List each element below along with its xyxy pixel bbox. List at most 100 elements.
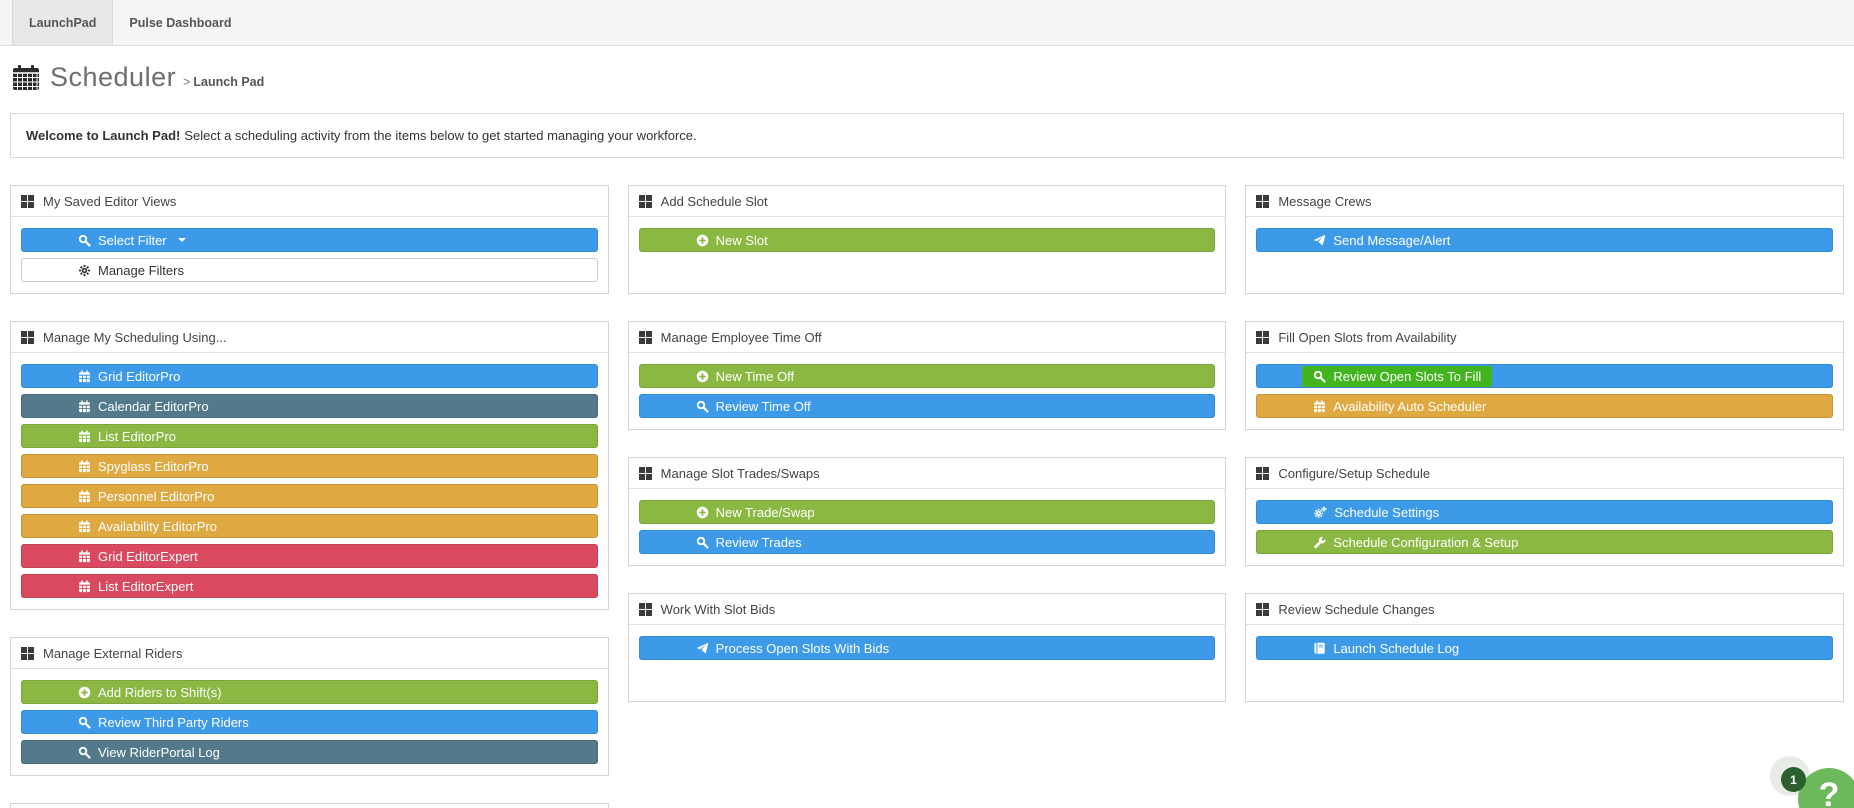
calendar-icon [78, 430, 91, 443]
button-personnel-editorpro[interactable]: Personnel EditorPro [21, 484, 598, 508]
calendar-icon [78, 520, 91, 533]
button-list-editorpro[interactable]: List EditorPro [21, 424, 598, 448]
cogs-icon [1313, 506, 1327, 519]
panel-body: Launch Schedule Log [1246, 625, 1843, 701]
button-grid-editorpro[interactable]: Grid EditorPro [21, 364, 598, 388]
panel-body: Send Message/Alert [1246, 217, 1843, 293]
panel-my-saved-editor-views: My Saved Editor Views Select Filter Manag… [10, 185, 609, 294]
panel-columns: My Saved Editor Views Select Filter Manag… [10, 185, 1844, 808]
panel-title: Manage My Scheduling Using... [43, 330, 227, 345]
panel-title: My Saved Editor Views [43, 194, 176, 209]
panel-header: Manage Slot Trades/Swaps [629, 458, 1226, 489]
button-label: Grid EditorPro [98, 369, 180, 384]
panel-message-crews: Message Crews Send Message/Alert [1245, 185, 1844, 294]
panel-title: Add Schedule Slot [661, 194, 768, 209]
panel-partial [10, 803, 609, 808]
button-label: Schedule Configuration & Setup [1333, 535, 1518, 550]
panel-header: Add Schedule Slot [629, 186, 1226, 217]
plus-circle-icon [696, 506, 709, 519]
button-select-filter[interactable]: Select Filter [21, 228, 598, 252]
button-review-trades[interactable]: Review Trades [639, 530, 1216, 554]
caret-down-icon [178, 238, 186, 242]
search-icon [78, 716, 91, 729]
panel-add-schedule-slot: Add Schedule Slot New Slot [628, 185, 1227, 294]
button-schedule-settings[interactable]: Schedule Settings [1256, 500, 1833, 524]
button-spyglass-editorpro[interactable]: Spyglass EditorPro [21, 454, 598, 478]
button-schedule-configuration-setup[interactable]: Schedule Configuration & Setup [1256, 530, 1833, 554]
plus-circle-icon [696, 234, 709, 247]
button-grid-editorexpert[interactable]: Grid EditorExpert [21, 544, 598, 568]
panel-header: Review Schedule Changes [1246, 594, 1843, 625]
plus-circle-icon [696, 370, 709, 383]
button-add-riders-to-shift-s[interactable]: Add Riders to Shift(s) [21, 680, 598, 704]
button-label: View RiderPortal Log [98, 745, 220, 760]
grid-icon [639, 195, 652, 208]
tab-launchpad[interactable]: LaunchPad [12, 0, 113, 45]
panel-work-with-slot-bids: Work With Slot Bids Process Open Slots W… [628, 593, 1227, 702]
paper-plane-icon [1313, 234, 1326, 247]
panel-body: New Trade/Swap Review Trades [629, 489, 1226, 565]
welcome-banner: Welcome to Launch Pad!Select a schedulin… [10, 113, 1844, 158]
panel-header: Configure/Setup Schedule [1246, 458, 1843, 489]
calendar-icon [78, 460, 91, 473]
panel-header: Fill Open Slots from Availability [1246, 322, 1843, 353]
panel-body: Grid EditorPro Calendar EditorPro List Edi… [11, 353, 608, 609]
button-label: Calendar EditorPro [98, 399, 209, 414]
page-title: Scheduler [50, 62, 176, 93]
panel-column: Message Crews Send Message/Alert Fill Op… [1245, 185, 1844, 729]
grid-icon [1256, 195, 1269, 208]
grid-icon [1256, 331, 1269, 344]
button-new-time-off[interactable]: New Time Off [639, 364, 1216, 388]
panel-header: Manage Employee Time Off [629, 322, 1226, 353]
panel-title: Manage Employee Time Off [661, 330, 822, 345]
panel-body: Add Riders to Shift(s) Review Third Party… [11, 669, 608, 775]
breadcrumb: >Launch Pad [183, 75, 264, 89]
panel-manage-my-scheduling-using: Manage My Scheduling Using... Grid Edito… [10, 321, 609, 610]
panel-title: Manage Slot Trades/Swaps [661, 466, 820, 481]
button-review-third-party-riders[interactable]: Review Third Party Riders [21, 710, 598, 734]
search-icon [696, 536, 709, 549]
button-label: Select Filter [98, 233, 167, 248]
search-icon [696, 400, 709, 413]
button-review-open-slots-to-fill[interactable]: Review Open Slots To Fill [1256, 364, 1833, 388]
plus-circle-icon [78, 686, 91, 699]
button-launch-schedule-log[interactable]: Launch Schedule Log [1256, 636, 1833, 660]
button-label: Review Trades [716, 535, 802, 550]
button-availability-auto-scheduler[interactable]: Availability Auto Scheduler [1256, 394, 1833, 418]
calendar-icon [78, 550, 91, 563]
button-send-message-alert[interactable]: Send Message/Alert [1256, 228, 1833, 252]
button-label: Review Open Slots To Fill [1333, 369, 1481, 384]
book-icon [1313, 642, 1326, 655]
button-review-time-off[interactable]: Review Time Off [639, 394, 1216, 418]
grid-icon [1256, 467, 1269, 480]
notification-badge: 1 [1781, 767, 1806, 792]
button-manage-filters[interactable]: Manage Filters [21, 258, 598, 282]
tab-pulse-dashboard[interactable]: Pulse Dashboard [113, 0, 247, 45]
button-process-open-slots-with-bids[interactable]: Process Open Slots With Bids [639, 636, 1216, 660]
button-label: New Trade/Swap [716, 505, 815, 520]
search-icon [1313, 370, 1326, 383]
button-label: Review Time Off [716, 399, 811, 414]
welcome-text: Select a scheduling activity from the it… [184, 128, 696, 143]
button-new-trade-swap[interactable]: New Trade/Swap [639, 500, 1216, 524]
breadcrumb-separator: > [183, 75, 190, 89]
grid-icon [639, 603, 652, 616]
panel-header: Manage My Scheduling Using... [11, 322, 608, 353]
calendar-icon [78, 400, 91, 413]
highlighted-label: Review Open Slots To Fill [1302, 366, 1492, 387]
panel-review-schedule-changes: Review Schedule Changes Launch Schedule … [1245, 593, 1844, 702]
grid-icon [21, 195, 34, 208]
button-label: Spyglass EditorPro [98, 459, 209, 474]
button-label: Process Open Slots With Bids [716, 641, 889, 656]
button-availability-editorpro[interactable]: Availability EditorPro [21, 514, 598, 538]
button-new-slot[interactable]: New Slot [639, 228, 1216, 252]
panel-column: My Saved Editor Views Select Filter Manag… [10, 185, 609, 808]
button-calendar-editorpro[interactable]: Calendar EditorPro [21, 394, 598, 418]
button-label: New Time Off [716, 369, 795, 384]
button-view-riderportal-log[interactable]: View RiderPortal Log [21, 740, 598, 764]
button-list-editorexpert[interactable]: List EditorExpert [21, 574, 598, 598]
grid-icon [21, 647, 34, 660]
button-label: Launch Schedule Log [1333, 641, 1459, 656]
button-label: Review Third Party Riders [98, 715, 249, 730]
calendar-icon [78, 490, 91, 503]
